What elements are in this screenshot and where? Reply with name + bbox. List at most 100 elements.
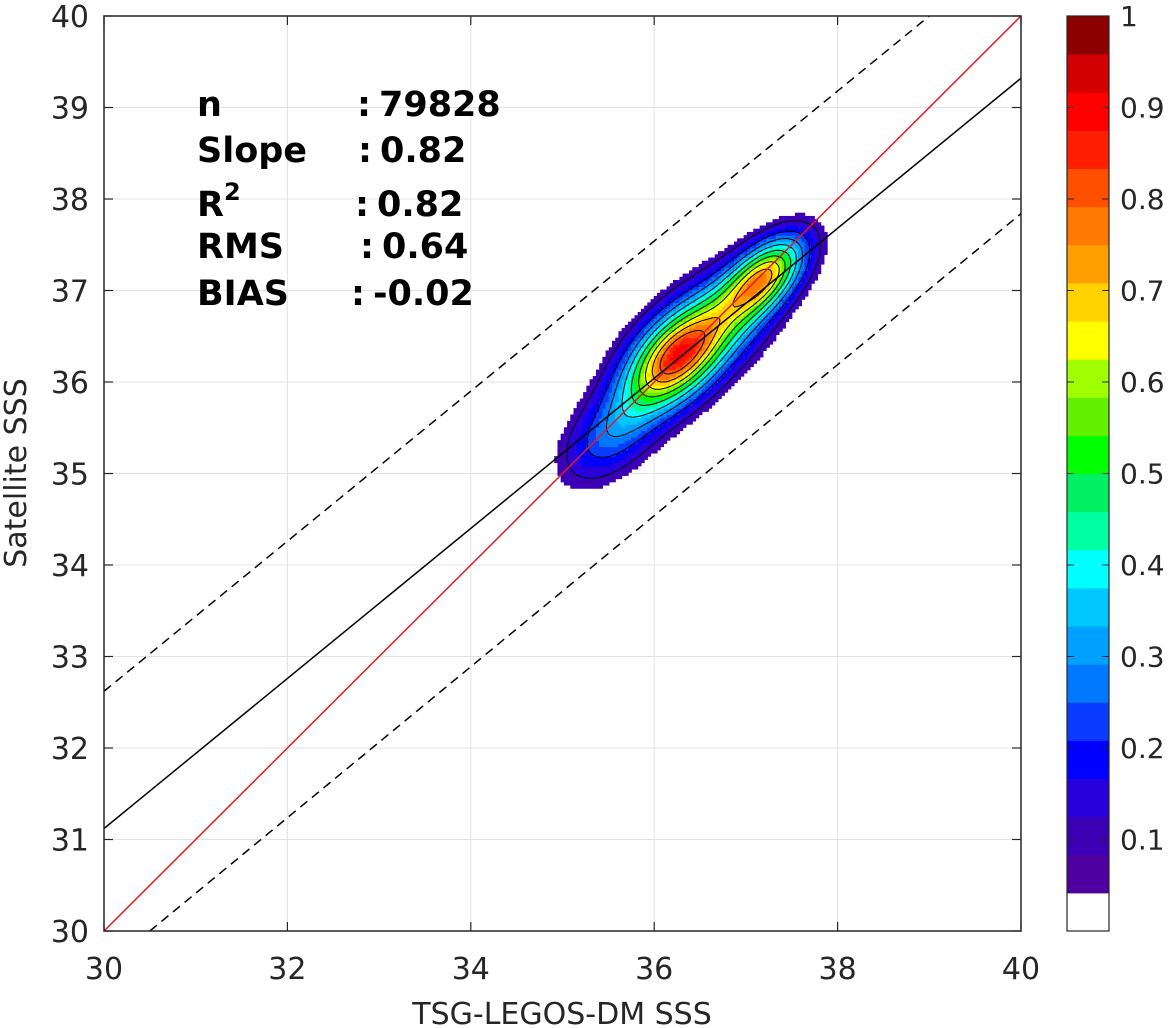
density-cell <box>730 353 735 358</box>
density-cell <box>647 344 652 348</box>
density-cell <box>640 318 645 323</box>
density-cell <box>689 324 693 329</box>
density-cell <box>743 292 748 297</box>
density-cell <box>595 420 600 425</box>
density-cell <box>679 414 684 419</box>
density-cell <box>669 353 674 358</box>
density-cell <box>733 247 738 252</box>
density-cell <box>775 267 780 271</box>
density-cell <box>567 452 571 457</box>
density-cell <box>685 356 690 361</box>
density-cell <box>560 440 565 444</box>
density-cell <box>647 440 652 444</box>
density-cell <box>778 267 783 271</box>
density-cell <box>589 411 594 416</box>
density-cell <box>788 247 793 252</box>
density-cell <box>560 436 565 441</box>
density-cell <box>724 276 729 281</box>
density-cell <box>685 382 690 387</box>
density-cell <box>746 289 751 294</box>
density-cell <box>621 440 626 444</box>
density-cell <box>762 276 767 281</box>
density-cell <box>637 443 642 448</box>
density-cell <box>650 420 655 425</box>
density-cell <box>746 360 751 364</box>
density-cell <box>579 459 584 464</box>
density-cell <box>756 257 761 262</box>
density-cell <box>708 372 713 377</box>
density-cell <box>599 443 603 448</box>
density-cell <box>817 228 822 233</box>
density-cell <box>708 289 713 294</box>
density-cell <box>685 366 690 371</box>
density-cell <box>650 392 655 396</box>
density-cell <box>730 369 735 374</box>
density-cell <box>798 286 802 291</box>
density-cell <box>644 417 648 422</box>
density-cell <box>778 263 783 268</box>
density-cell <box>746 321 751 326</box>
density-cell <box>772 257 777 262</box>
density-cell <box>695 318 700 323</box>
density-cell <box>583 468 587 473</box>
density-cell <box>644 366 648 371</box>
x-tick-label: 40 <box>1002 952 1040 987</box>
density-cell <box>679 295 684 300</box>
density-cell <box>634 424 639 428</box>
density-cell <box>602 369 607 374</box>
density-cell <box>685 392 690 396</box>
density-cell <box>570 475 575 480</box>
density-cell <box>682 328 687 332</box>
density-cell <box>615 465 620 470</box>
density-cell <box>669 414 674 419</box>
density-cell <box>673 315 677 320</box>
density-cell <box>778 315 783 320</box>
density-cell <box>673 408 677 412</box>
density-cell <box>592 408 597 412</box>
density-cell <box>685 337 690 342</box>
stat-value: -0.02 <box>373 274 474 314</box>
density-cell <box>733 244 738 249</box>
density-cell <box>663 337 668 342</box>
density-cell <box>689 414 693 419</box>
density-cell <box>618 468 623 473</box>
density-cell <box>685 292 690 297</box>
density-cell <box>721 292 725 297</box>
density-cell <box>656 433 661 438</box>
density-cell <box>628 337 632 342</box>
density-cell <box>605 465 610 470</box>
density-cell <box>807 279 812 284</box>
density-cell <box>592 443 597 448</box>
density-cell <box>724 263 729 268</box>
density-cell <box>589 430 594 435</box>
colorbar-swatch <box>1067 130 1109 170</box>
density-cell <box>778 228 783 233</box>
density-cell <box>804 219 809 223</box>
density-cell <box>583 459 587 464</box>
density-cell <box>656 315 661 320</box>
stat-label-text: Slope <box>197 131 307 171</box>
density-cell <box>820 247 825 252</box>
density-cell <box>647 398 652 403</box>
density-cell <box>650 430 655 435</box>
density-cell <box>602 398 607 403</box>
density-cell <box>563 427 568 432</box>
density-cell <box>615 379 620 384</box>
density-cell <box>666 305 671 310</box>
density-cell <box>656 427 661 432</box>
density-cell <box>676 376 681 380</box>
density-cell <box>589 398 594 403</box>
density-cell <box>717 276 722 281</box>
density-cell <box>769 295 774 300</box>
density-cell <box>717 366 722 371</box>
density-cell <box>750 273 754 278</box>
density-cell <box>586 385 591 390</box>
density-cell <box>714 337 719 342</box>
density-cell <box>692 302 697 307</box>
density-cell <box>746 328 751 332</box>
density-cell <box>650 350 655 355</box>
density-cell <box>788 238 793 243</box>
density-cell <box>717 273 722 278</box>
density-cell <box>679 366 684 371</box>
density-cell <box>782 225 786 230</box>
